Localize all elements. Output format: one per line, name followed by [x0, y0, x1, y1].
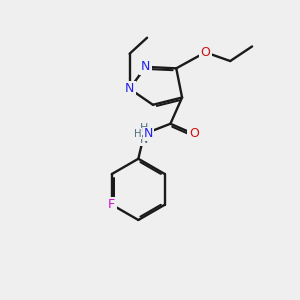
Text: O: O [189, 128, 199, 140]
Text: N: N [144, 128, 153, 140]
Text: N: N [141, 60, 150, 74]
Text: H: H [134, 129, 141, 139]
Text: H
N: H N [140, 123, 148, 145]
Text: N: N [125, 82, 134, 95]
Text: F: F [108, 198, 116, 211]
Text: O: O [200, 46, 210, 59]
